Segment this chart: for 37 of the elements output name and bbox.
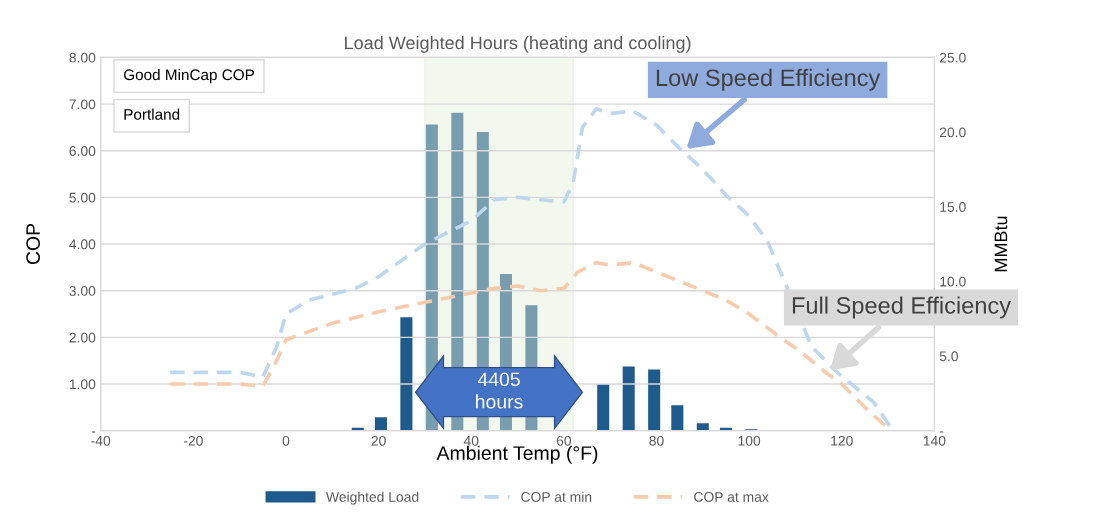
- chart-title: Load Weighted Hours (heating and cooling): [345, 36, 691, 53]
- legend-label: Weighted Load: [326, 491, 419, 505]
- y2-tick-label: 10.0: [940, 276, 966, 287]
- x-tick-label: 80: [649, 435, 664, 446]
- x-axis-title: Ambient Temp (°F): [436, 445, 598, 464]
- x-tick-label: 20: [371, 435, 386, 446]
- y-tick-label: 5.00: [69, 192, 96, 203]
- y2-tick-label: 20.0: [939, 127, 966, 138]
- y2-tick-label: 5.0: [939, 351, 958, 362]
- y2-axis-title: MMBtu: [994, 216, 1008, 272]
- x-tick-label: -40: [91, 435, 111, 446]
- legend-label: COP at max: [694, 492, 769, 502]
- x-tick-label: 120: [831, 435, 853, 446]
- y-tick-label: 7.00: [69, 99, 96, 110]
- y-tick-label: 3.00: [69, 286, 96, 296]
- x-tick-label: 40: [463, 435, 479, 446]
- y2-tick-label: 15.0: [940, 202, 966, 212]
- annotation: Portland: [124, 108, 180, 120]
- y-tick-label: 4.00: [69, 239, 96, 250]
- annotation: Good MinCap COP: [123, 68, 255, 84]
- y2-tick-label: 25.0: [939, 52, 966, 63]
- y-tick-label: 8.00: [69, 52, 96, 63]
- y-axis-title: COP: [26, 223, 40, 265]
- annotation: Low Speed Efficiency: [656, 68, 881, 91]
- x-tick-label: 100: [738, 435, 761, 446]
- x-tick-label: 0: [282, 435, 290, 446]
- y-tick-label: -: [91, 431, 96, 433]
- y2-tick-label: -: [939, 431, 944, 433]
- y-tick-label: 6.00: [69, 146, 96, 156]
- y-tick-label: 2.00: [69, 332, 96, 343]
- x-tick-label: -20: [183, 435, 203, 446]
- legend-label: COP at min: [521, 491, 592, 502]
- annotation: Full Speed Efficiency: [792, 296, 1012, 319]
- x-tick-label: 140: [923, 435, 946, 446]
- y-tick-label: 1.00: [69, 379, 96, 390]
- band-label: 4405 hours: [476, 372, 523, 409]
- x-tick-label: 60: [556, 435, 572, 446]
